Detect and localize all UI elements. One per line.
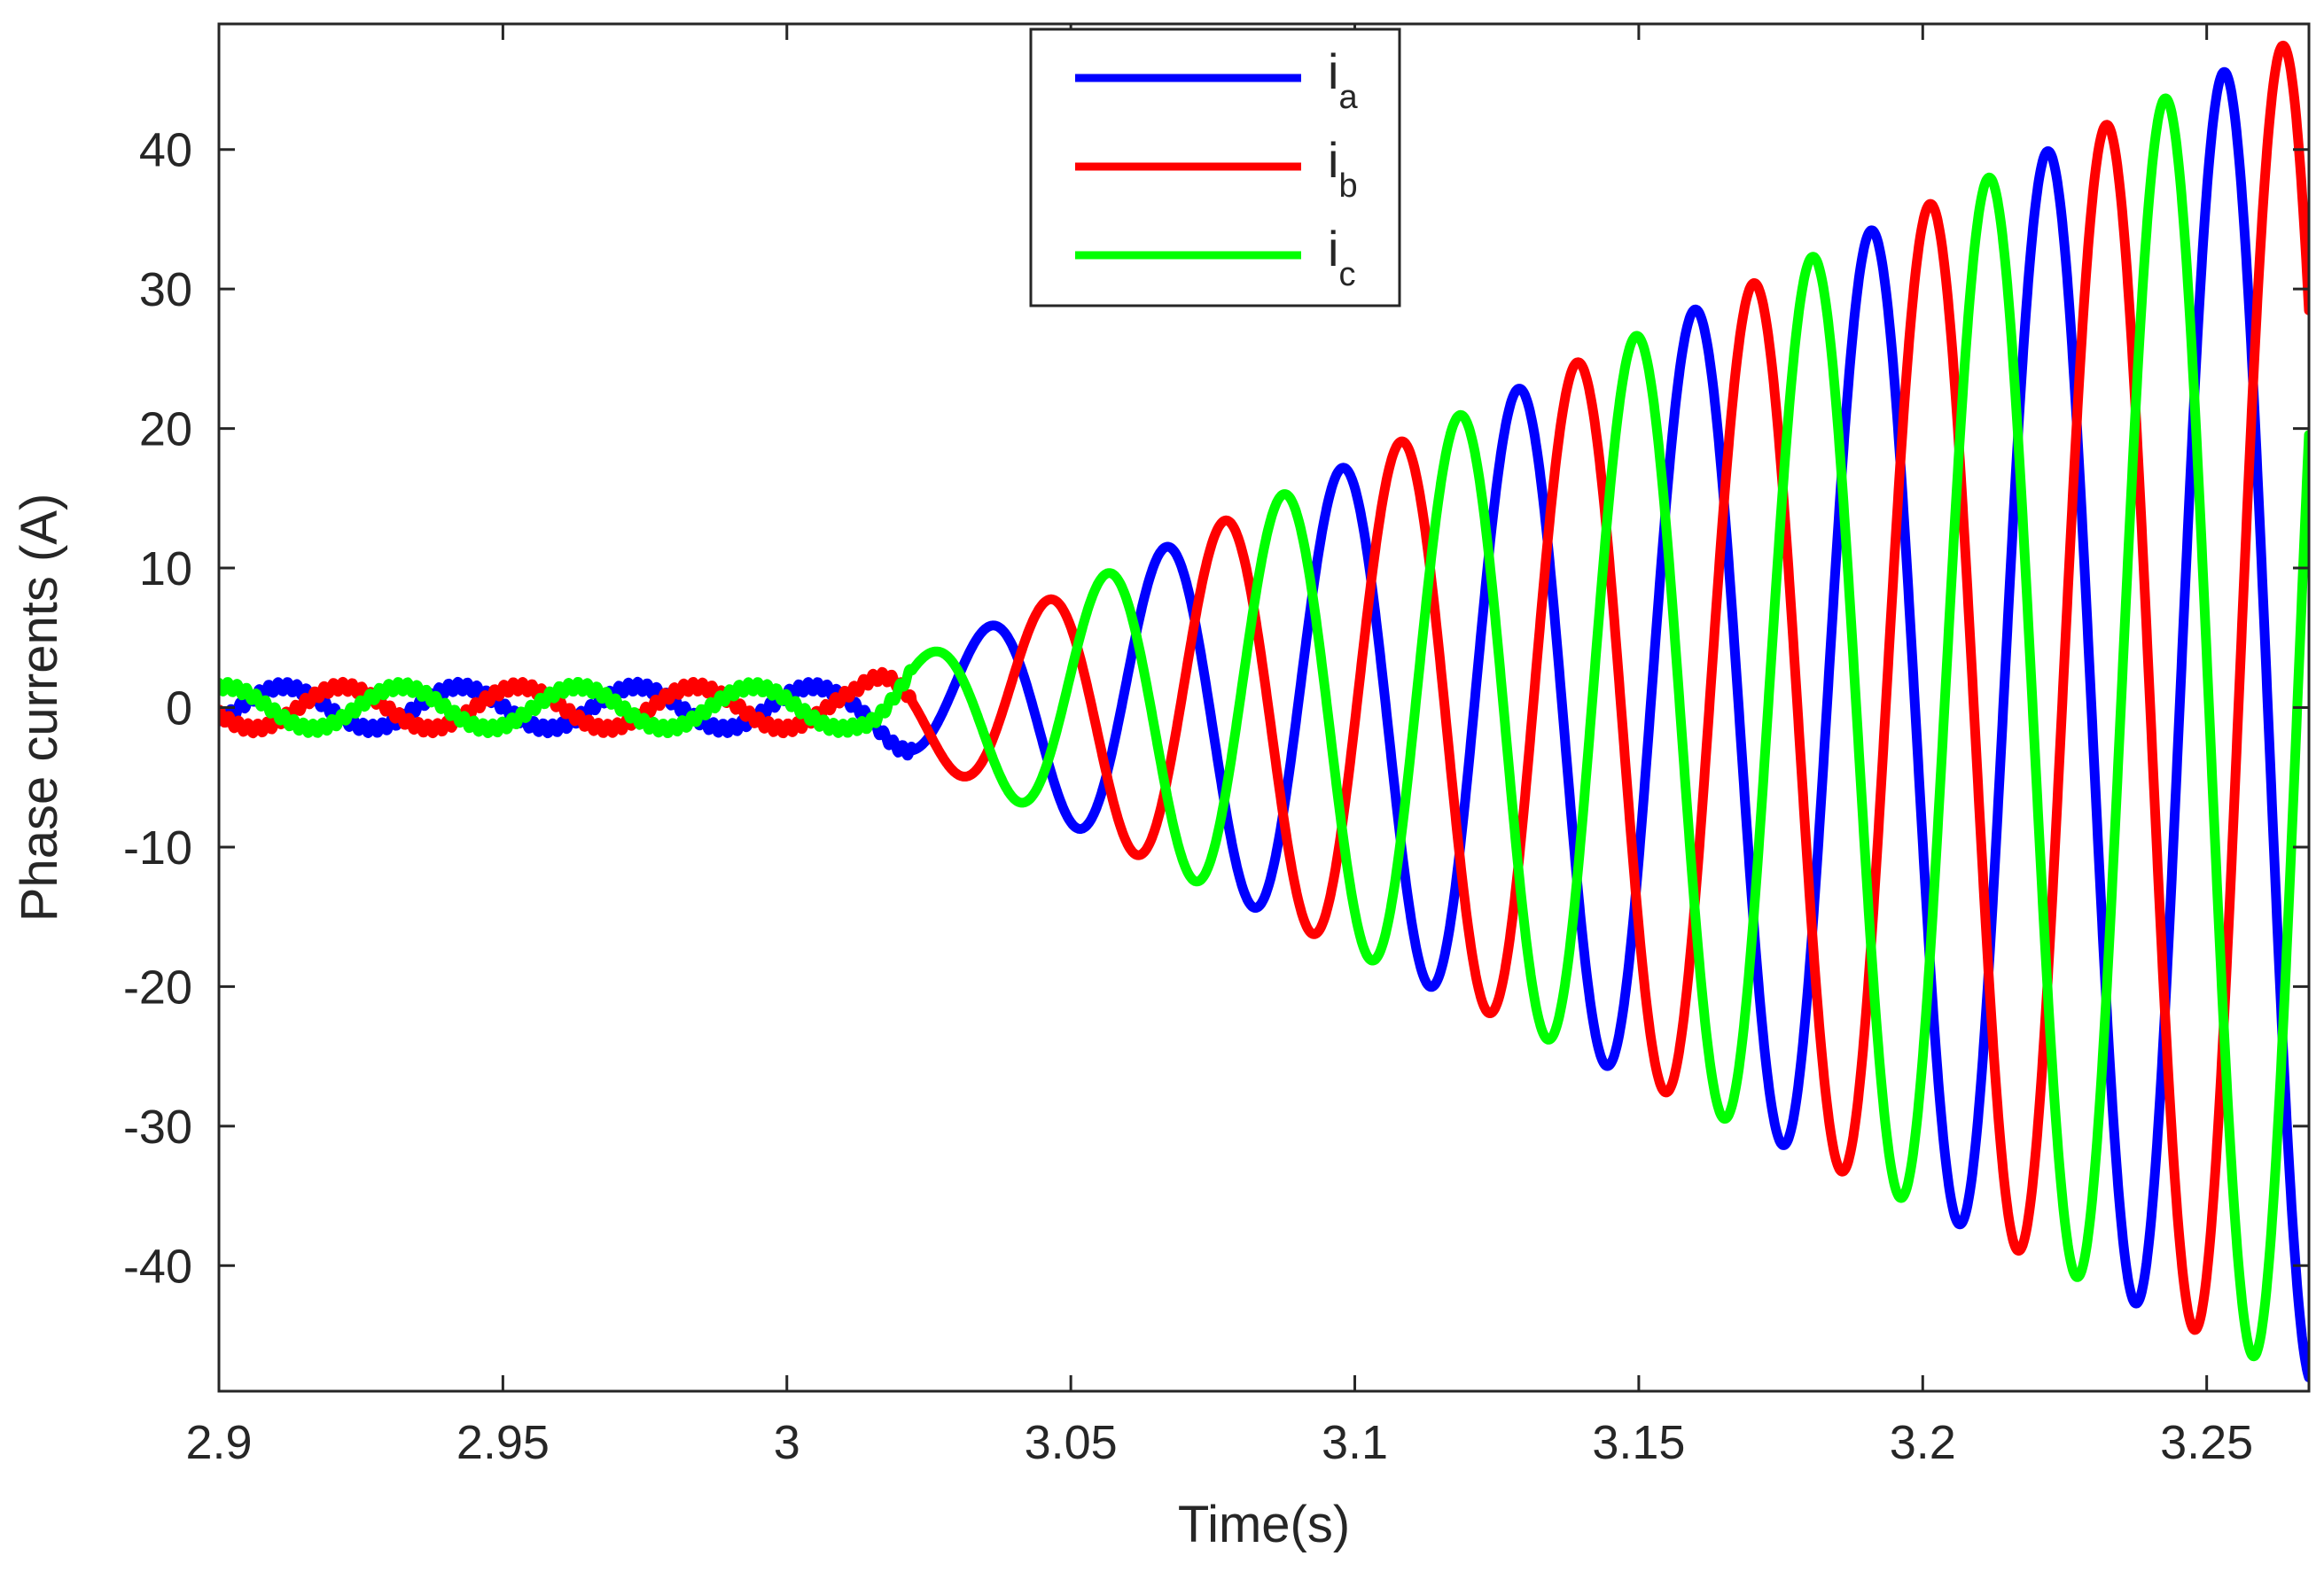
y-tick-label: -10	[123, 821, 192, 875]
x-axis: 2.9 2.95 3 3.05 3.1 3.15 3.2 3.25	[185, 24, 2253, 1469]
y-tick-label: -30	[123, 1101, 192, 1154]
y-tick-label: 20	[139, 403, 192, 456]
y-tick-label: 40	[139, 124, 192, 177]
y-tick-label: -20	[123, 961, 192, 1014]
y-axis-label: Phase currents (A)	[11, 494, 68, 922]
legend-label-main: i	[1328, 221, 1338, 276]
legend-label-main: i	[1328, 43, 1338, 99]
x-tick-label: 2.9	[185, 1416, 252, 1469]
legend-label-main: i	[1328, 132, 1338, 188]
y-tick-label: 30	[139, 263, 192, 316]
series-layer	[219, 40, 2309, 1382]
legend-label: ib	[1328, 132, 1358, 205]
x-tick-label: 3.2	[1890, 1416, 1956, 1469]
legend-label: ic	[1328, 221, 1355, 293]
series-line-ic	[219, 93, 2309, 1362]
legend-label-subscript: b	[1338, 167, 1357, 205]
y-tick-label: 0	[166, 682, 192, 735]
x-tick-label: 3.25	[2160, 1416, 2253, 1469]
x-tick-label: 2.95	[456, 1416, 550, 1469]
y-tick-label: -40	[123, 1240, 192, 1293]
x-tick-label: 3.15	[1592, 1416, 1685, 1469]
legend-label: ia	[1328, 43, 1358, 116]
series-line-ia	[219, 66, 2309, 1382]
x-tick-label: 3	[774, 1416, 800, 1469]
y-axis: 40 30 20 10 0 -10 -20 -30 -40	[123, 124, 2309, 1293]
legend-label-subscript: c	[1338, 256, 1355, 293]
x-tick-label: 3.05	[1025, 1416, 1118, 1469]
y-tick-label: 10	[139, 542, 192, 595]
x-tick-label: 3.1	[1322, 1416, 1388, 1469]
x-axis-label: Time(s)	[1178, 1496, 1350, 1553]
legend-label-subscript: a	[1338, 79, 1358, 116]
